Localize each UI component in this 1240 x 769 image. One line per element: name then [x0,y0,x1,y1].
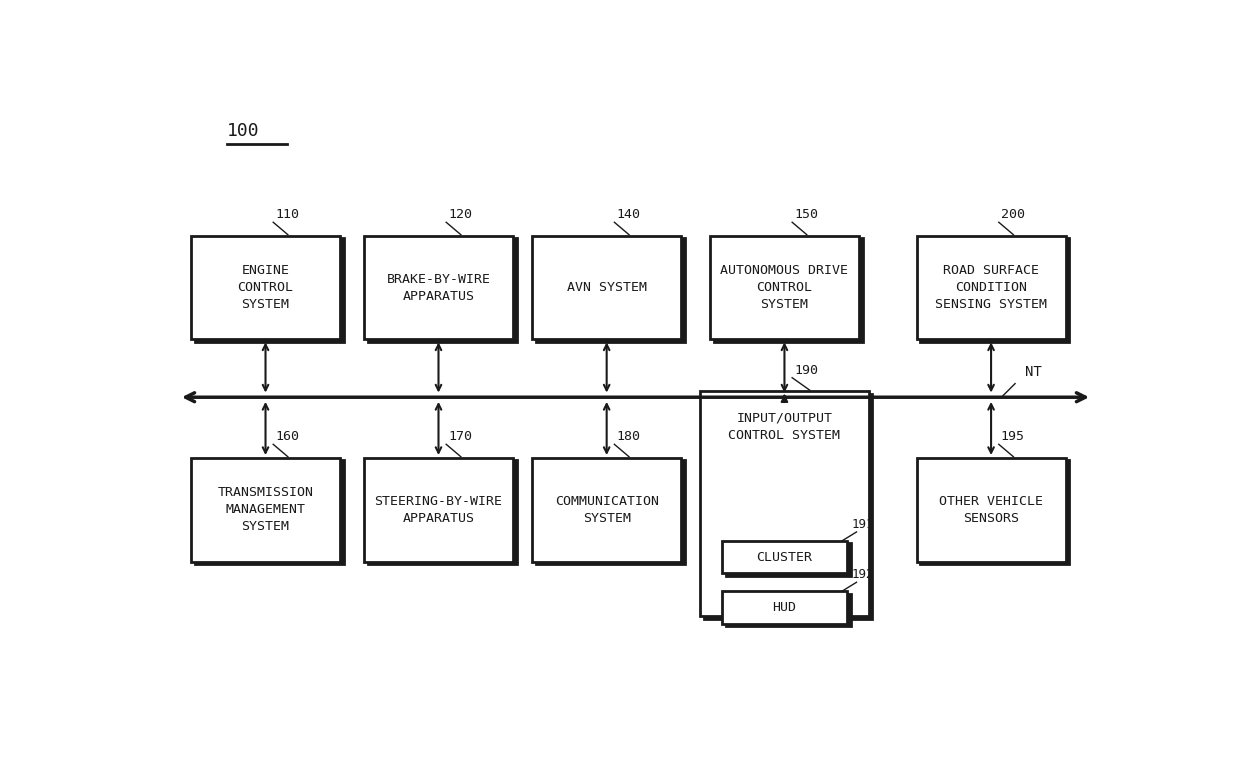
Text: ENGINE
CONTROL
SYSTEM: ENGINE CONTROL SYSTEM [238,265,294,311]
Bar [725,543,851,576]
Bar [368,238,517,342]
Bar [536,238,684,342]
Text: CLUSTER: CLUSTER [756,551,812,564]
Bar [195,461,343,564]
Bar [365,236,513,339]
Text: 192: 192 [852,568,874,581]
Bar [920,461,1069,564]
Text: COMMUNICATION
SYSTEM: COMMUNICATION SYSTEM [554,494,658,524]
Text: INPUT/OUTPUT
CONTROL SYSTEM: INPUT/OUTPUT CONTROL SYSTEM [728,412,841,442]
Bar [191,458,340,561]
Bar [704,394,873,619]
Text: 120: 120 [448,208,472,221]
Text: 191: 191 [852,518,874,531]
Bar [701,391,868,616]
Text: 140: 140 [616,208,640,221]
Bar [916,236,1065,339]
Text: BRAKE-BY-WIRE
APPARATUS: BRAKE-BY-WIRE APPARATUS [387,273,491,303]
Bar [536,461,684,564]
Text: 200: 200 [1001,208,1024,221]
Bar [711,236,859,339]
Text: AVN SYSTEM: AVN SYSTEM [567,281,647,295]
Bar [195,238,343,342]
Text: OTHER VEHICLE
SENSORS: OTHER VEHICLE SENSORS [939,494,1043,524]
Text: 150: 150 [794,208,818,221]
Text: AUTONOMOUS DRIVE
CONTROL
SYSTEM: AUTONOMOUS DRIVE CONTROL SYSTEM [720,265,848,311]
Bar [714,238,863,342]
Bar [725,594,851,626]
Text: HUD: HUD [773,601,796,614]
Bar [191,236,340,339]
Bar [532,236,681,339]
Bar [365,458,513,561]
Text: NT: NT [1024,365,1042,379]
Bar [722,591,847,624]
Text: STEERING-BY-WIRE
APPARATUS: STEERING-BY-WIRE APPARATUS [374,494,502,524]
Text: ROAD SURFACE
CONDITION
SENSING SYSTEM: ROAD SURFACE CONDITION SENSING SYSTEM [935,265,1047,311]
Text: 180: 180 [616,430,640,443]
Bar [920,238,1069,342]
Text: TRANSMISSION
MANAGEMENT
SYSTEM: TRANSMISSION MANAGEMENT SYSTEM [217,486,314,533]
Bar [532,458,681,561]
Bar [916,458,1065,561]
Text: 160: 160 [275,430,299,443]
Text: 110: 110 [275,208,299,221]
Text: 190: 190 [794,364,818,377]
Text: 195: 195 [1001,430,1024,443]
Text: 100: 100 [227,122,259,140]
Bar [722,541,847,574]
Text: 170: 170 [448,430,472,443]
Bar [368,461,517,564]
